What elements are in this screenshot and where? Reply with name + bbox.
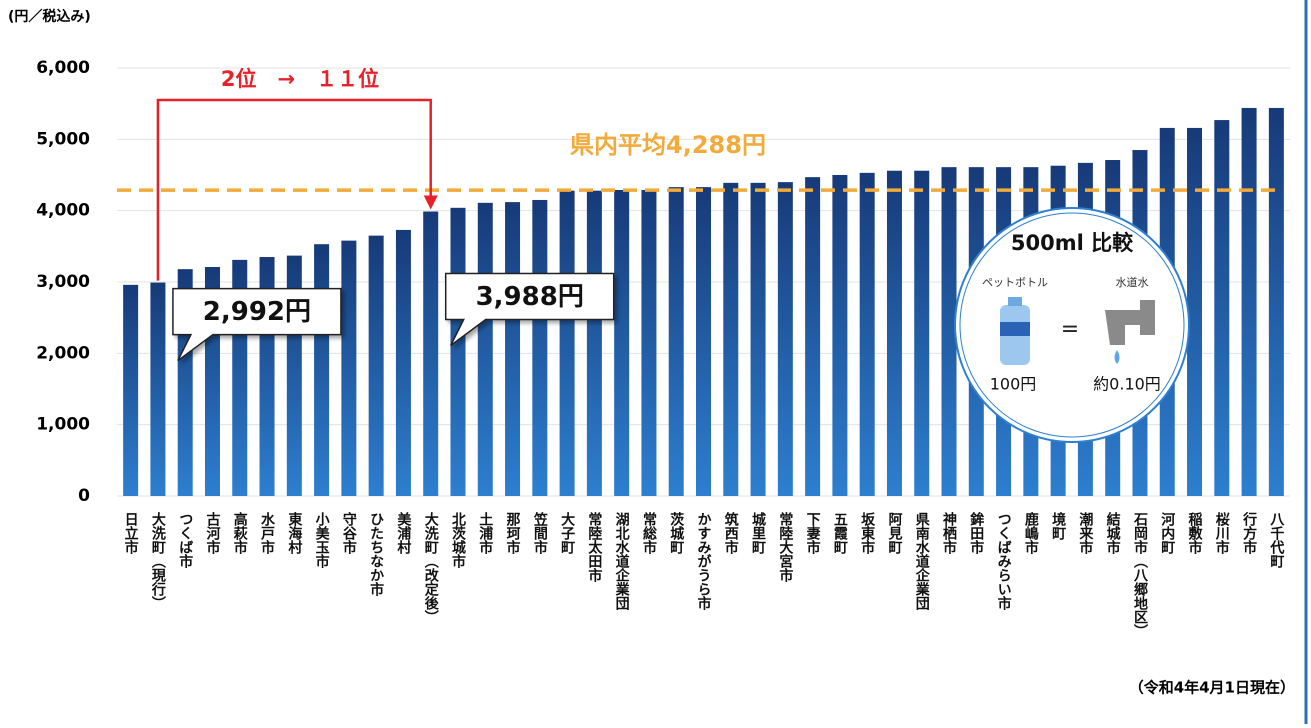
x-tick-label: 土浦市 — [477, 511, 493, 555]
x-tick-label: 城里町 — [750, 511, 766, 555]
y-tick-label: 6,000 — [36, 58, 90, 78]
bottle-cap — [1008, 297, 1022, 306]
x-tick-label: 水戸市 — [259, 511, 275, 555]
x-tick-label: 湖北水道企業団 — [614, 512, 631, 611]
x-tick-label: 大洗町（改定後） — [423, 511, 440, 624]
inset-right-label: 水道水 — [1116, 275, 1149, 289]
x-tick-label: 稲敷市 — [1187, 511, 1203, 555]
bar — [1214, 120, 1229, 496]
bar — [614, 190, 629, 496]
x-tick-label: つくば市 — [177, 512, 193, 569]
bar — [532, 200, 547, 496]
x-tick-label: 鹿嶋市 — [1023, 511, 1040, 555]
x-tick-label: ひたちなか市 — [368, 512, 384, 597]
x-tick-label: 結城市 — [1105, 511, 1121, 555]
x-tick-label: 坂東市 — [859, 511, 875, 555]
x-tick-label: 常総市 — [641, 511, 657, 555]
x-tick-label: 下妻市 — [805, 512, 821, 555]
x-tick-label: 美浦村 — [395, 511, 411, 555]
x-tick-label: かすみがうら市 — [696, 512, 712, 611]
unit-label: (円／税込み) — [8, 8, 91, 25]
inset-left-label: ペットボトル — [982, 276, 1048, 289]
y-tick-label: 2,000 — [36, 343, 90, 363]
x-tick-label: 大子町 — [559, 511, 575, 555]
bar — [723, 183, 738, 496]
x-tick-label: 石岡市（八郷地区） — [1132, 512, 1149, 638]
bar — [341, 241, 356, 496]
bar — [369, 236, 384, 496]
x-tick-label: 県南水道企業団 — [914, 512, 931, 611]
inset-equals: = — [1061, 317, 1079, 342]
bar — [914, 171, 929, 496]
x-tick-label: 桜川市 — [1214, 511, 1231, 555]
bar — [505, 202, 520, 496]
bar — [887, 171, 902, 496]
bar — [1269, 108, 1284, 496]
bar — [396, 230, 411, 496]
value-label: 2,992円 — [203, 297, 311, 327]
x-tick-label: 笠間市 — [532, 511, 549, 555]
bottle-label — [1000, 322, 1030, 336]
x-tick-label: 行方市 — [1241, 511, 1258, 555]
bar — [751, 183, 766, 496]
inset-left-price: 100円 — [990, 375, 1037, 394]
rank-arrowhead — [424, 196, 438, 210]
x-tick-label: 神栖市 — [941, 511, 957, 555]
x-tick-label: 潮来市 — [1077, 511, 1094, 555]
bar — [696, 187, 711, 496]
bar — [641, 190, 656, 496]
x-tick-label: 鉾田市 — [968, 511, 984, 555]
bar — [150, 283, 165, 496]
y-tick-label: 4,000 — [36, 201, 90, 221]
bar — [123, 285, 138, 496]
rank-change: 2位 → １１位 — [221, 67, 379, 91]
x-tick-label: 北茨城市 — [450, 512, 466, 569]
y-tick-label: 0 — [78, 486, 90, 506]
bar — [587, 191, 602, 496]
bar — [1242, 108, 1257, 496]
x-tick-label: 阿見町 — [886, 512, 903, 555]
bar — [450, 208, 465, 496]
inset-right-price: 約0.10円 — [1093, 375, 1161, 394]
x-tick-label: 小美玉市 — [314, 512, 330, 569]
bar — [478, 203, 493, 496]
value-label: 3,988円 — [476, 282, 584, 312]
x-tick-label: 高萩市 — [232, 511, 249, 555]
x-tick-label: 守谷市 — [341, 511, 357, 555]
x-tick-label: 境町 — [1050, 511, 1066, 541]
y-tick-label: 3,000 — [36, 272, 90, 292]
x-tick-label: 河内町 — [1159, 511, 1175, 555]
x-tick-label: 日立市 — [123, 512, 139, 555]
bar — [778, 182, 793, 496]
bar — [423, 212, 438, 496]
x-tick-label: 筑西市 — [723, 511, 739, 555]
x-tick-label: 古河市 — [204, 511, 220, 555]
x-tick-label: 常陸大宮市 — [777, 511, 793, 583]
chart: (円／税込み) （令和4年4月1日現在） 0 1,000 2,000 3,000 4,0… — [0, 0, 1311, 724]
inset-title: 500ml 比較 — [1011, 231, 1134, 255]
y-tick-label: 1,000 — [36, 415, 90, 435]
average-label: 県内平均4,288円 — [570, 131, 766, 159]
bar — [805, 177, 820, 496]
x-tick-label: 五霞町 — [832, 512, 848, 555]
x-tick-label: 茨城町 — [668, 511, 684, 555]
x-tick-label: 常陸太田市 — [586, 511, 602, 583]
x-tick-label: 大洗町（現行） — [150, 511, 167, 610]
bar — [832, 175, 847, 496]
footnote: （令和4年4月1日現在） — [1129, 679, 1295, 697]
bar — [669, 187, 684, 496]
bar — [860, 173, 875, 496]
bar — [560, 191, 575, 496]
y-tick-label: 5,000 — [36, 129, 90, 149]
bar — [314, 244, 329, 496]
x-tick-label: 八千代町 — [1268, 512, 1285, 569]
x-tick-label: 東海村 — [286, 511, 302, 555]
x-tick-label: つくばみらい市 — [996, 512, 1012, 611]
x-tick-label: 那珂市 — [505, 512, 521, 555]
